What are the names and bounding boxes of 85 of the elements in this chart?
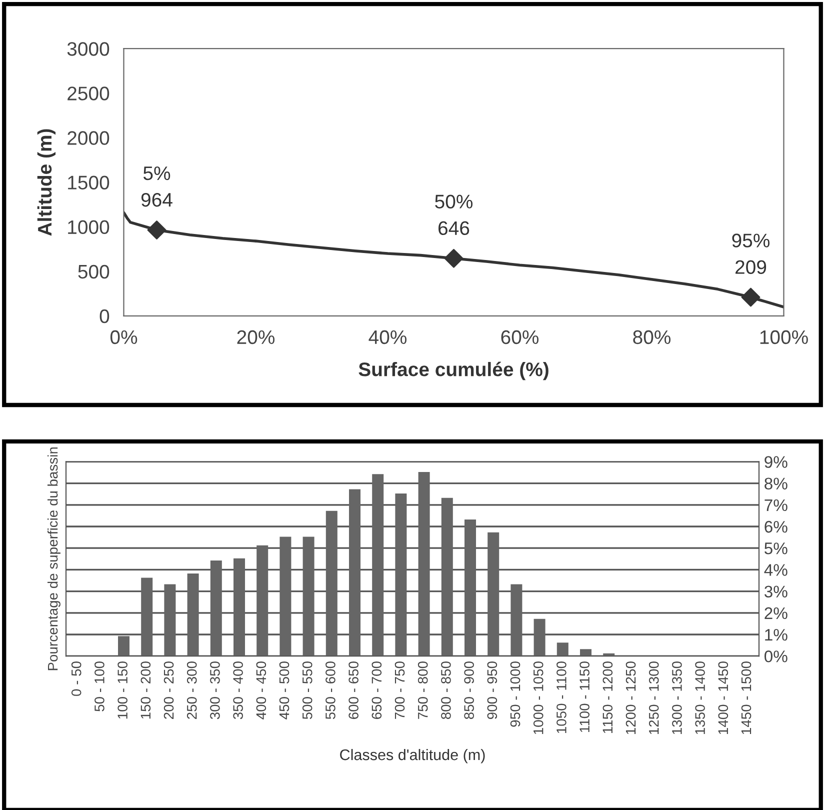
x-tick-label: 300 - 350 <box>210 662 220 720</box>
bar <box>141 578 153 656</box>
x-tick-label: 1200 - 1250 <box>626 661 636 734</box>
bar <box>395 494 407 656</box>
y-tick-label: 2500 <box>68 86 110 100</box>
x-axis-title: Classes d'altitude (m) <box>340 748 485 764</box>
bar <box>580 649 592 656</box>
x-tick-label: 500 - 550 <box>302 662 312 720</box>
bar <box>534 618 546 656</box>
bar <box>464 519 476 656</box>
x-tick-label: 150 - 200 <box>140 662 151 719</box>
x-tick-label: 0 - 50 <box>71 662 82 696</box>
annotation: 50% 646 <box>435 194 473 236</box>
x-tick-label: 450 - 500 <box>279 662 290 720</box>
bar <box>441 498 453 656</box>
x-tick-label: 1450 - 1500 <box>741 661 752 734</box>
x-tick-label: 100 - 150 <box>118 662 128 719</box>
bar <box>210 560 222 656</box>
y-axis-title: Altitude (m) <box>37 129 56 236</box>
x-tick-label: 60% <box>501 330 539 344</box>
line-series <box>124 211 784 308</box>
y-tick-label: 0% <box>764 650 788 662</box>
x-tick-label: 1400 - 1450 <box>718 661 728 734</box>
x-tick-label: 1050 - 1100 <box>556 661 566 734</box>
bar <box>118 636 130 656</box>
bar <box>164 584 176 656</box>
x-tick-label: 700 - 750 <box>394 662 405 719</box>
x-tick-label: 1100 - 1150 <box>580 661 590 732</box>
bar <box>187 573 199 656</box>
y-tick-label: 1500 <box>68 176 110 190</box>
x-tick-label: 950 - 1000 <box>510 662 520 727</box>
point <box>741 288 760 307</box>
x-tick-label: 900 - 950 <box>487 662 498 719</box>
x-tick-label: 600 - 650 <box>348 662 358 719</box>
y-tick-label: 4% <box>764 564 788 576</box>
y-tick-label: 5% <box>764 542 788 554</box>
bar <box>234 558 246 656</box>
y-tick-label: 7% <box>764 499 788 512</box>
x-tick-label: 350 - 400 <box>233 662 243 720</box>
x-tick-label: 0% <box>110 330 138 344</box>
x-tick-label: 200 - 250 <box>164 662 174 719</box>
x-tick-label: 40% <box>368 330 407 344</box>
x-tick-label: 1300 - 1350 <box>672 661 682 734</box>
x-axis-title: Surface cumulée (%) <box>358 362 548 380</box>
x-tick-label: 1250 - 1300 <box>648 661 659 734</box>
bar <box>302 536 314 656</box>
x-tick-label: 1000 - 1050 <box>533 661 544 734</box>
x-tick-label: 850 - 900 <box>464 662 474 720</box>
y-tick-label: 1% <box>765 628 788 641</box>
point <box>147 220 166 240</box>
point <box>444 248 464 268</box>
y-axis-title: Pourcentage de superficie du bassin <box>47 447 60 670</box>
x-tick-label: 400 - 450 <box>256 662 266 720</box>
x-tick-label: 50 - 100 <box>94 662 104 712</box>
bar <box>326 510 338 656</box>
x-tick-label: 1150 - 1200 <box>602 661 613 734</box>
x-tick-label: 1350 - 1400 <box>695 661 705 734</box>
x-tick-label: 750 - 800 <box>418 662 428 719</box>
y-tick-label: 500 <box>78 264 110 279</box>
x-tick-label: 550 - 600 <box>326 662 336 720</box>
y-tick-label: 2000 <box>68 131 110 145</box>
x-tick-label: 20% <box>237 330 275 344</box>
bar <box>418 472 430 656</box>
y-tick-label: 3% <box>764 586 788 598</box>
bar <box>349 489 361 656</box>
y-tick-label: 0 <box>100 309 110 324</box>
x-tick-label: 100% <box>760 330 808 344</box>
x-tick-label: 250 - 300 <box>186 662 197 719</box>
y-tick-label: 9% <box>764 456 788 468</box>
y-tick-label: 3000 <box>67 42 110 56</box>
bar <box>488 532 500 656</box>
bar <box>510 584 522 656</box>
x-tick-label: 650 - 700 <box>372 662 382 719</box>
bar <box>280 536 292 656</box>
y-tick-label: 2% <box>764 607 788 620</box>
annotation: 95% 209 <box>732 234 770 274</box>
bar <box>256 545 268 656</box>
y-tick-label: 6% <box>764 520 788 533</box>
x-tick-label: 800 - 850 <box>441 662 451 720</box>
annotation: 5% 964 <box>141 166 172 207</box>
x-tick-label: 80% <box>633 330 671 344</box>
bar <box>556 642 568 656</box>
y-tick-label: 8% <box>764 478 788 490</box>
y-tick-label: 1000 <box>68 220 110 234</box>
bar <box>372 474 384 656</box>
